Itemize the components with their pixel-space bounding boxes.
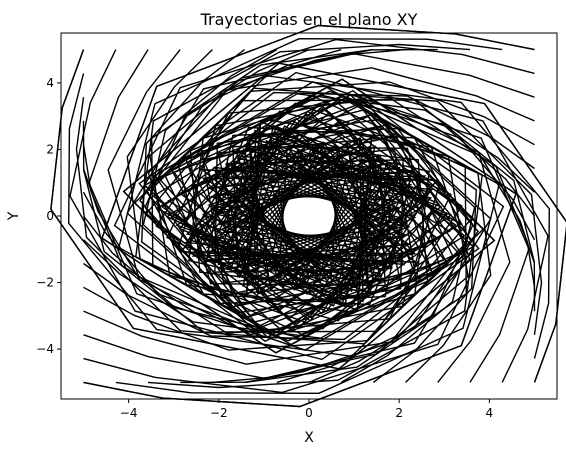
y-tick-label: 0 <box>46 209 54 223</box>
x-tick-label: −2 <box>210 406 228 420</box>
x-tick-label: 4 <box>486 406 494 420</box>
x-axis-label: X <box>304 430 314 446</box>
trajectory-line <box>122 62 566 383</box>
x-tick-label: −4 <box>120 406 138 420</box>
y-tick-label: 4 <box>46 76 54 90</box>
y-axis-label: Y <box>6 211 22 221</box>
trajectory-line <box>83 78 517 408</box>
trajectory-line <box>50 49 496 370</box>
y-tick-label: 2 <box>46 142 54 156</box>
chart-title: Trayectorias en el plano XY <box>200 10 418 29</box>
y-tick-label: −2 <box>36 276 54 290</box>
x-tick-label: 0 <box>305 406 313 420</box>
y-axis: −4 −2 0 2 4 <box>36 76 61 356</box>
trajectory-line <box>101 24 535 354</box>
x-tick-label: 2 <box>395 406 403 420</box>
y-tick-label: −4 <box>36 342 54 356</box>
x-axis: −4 −2 0 2 4 <box>120 399 493 420</box>
plot-area <box>50 24 566 408</box>
